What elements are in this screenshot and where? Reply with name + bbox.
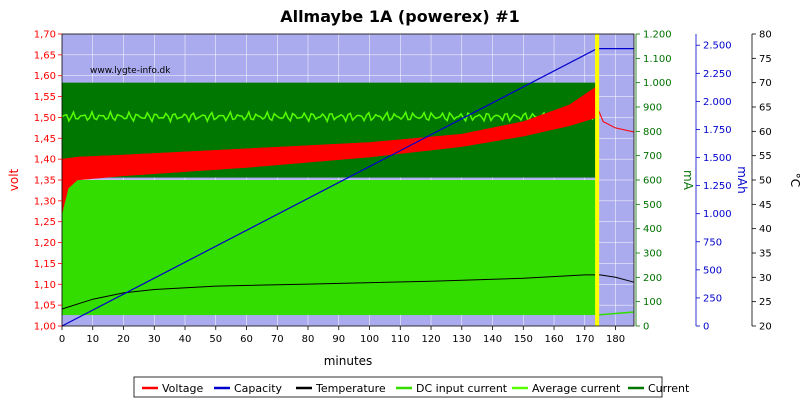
x-tick-label: 160 [544,334,563,345]
mAh-axis-label: mAh [735,166,749,194]
volt-tick-label: 1,00 [34,322,56,333]
temperature-tick-label: 25 [759,297,772,308]
x-tick-label: 90 [332,334,345,345]
x-tick-label: 80 [302,334,315,345]
mA-tick-label: 600 [643,176,662,187]
mAh-tick-label: 1.000 [703,209,732,220]
mA-tick-label: 500 [643,200,662,211]
mA-tick-label: 1.000 [643,78,672,89]
volt-tick-label: 1,40 [34,155,56,166]
temperature-tick-label: 35 [759,249,772,260]
mAh-tick-label: 1.500 [703,153,732,164]
volt-tick-label: 1,50 [34,113,56,124]
legend-label: DC input current [416,382,508,395]
mAh-tick-label: 250 [703,293,722,304]
volt-tick-label: 1,05 [34,301,56,312]
voltage-tail-line [596,106,635,133]
volt-tick-label: 1,25 [34,217,56,228]
x-tick-label: 30 [148,334,161,345]
dc-input-current-off-line [597,311,635,316]
mA-tick-label: 400 [643,224,662,235]
x-tick-label: 110 [391,334,410,345]
temperature-tick-label: 80 [759,30,772,41]
volt-tick-label: 1,30 [34,196,56,207]
legend-label: Average current [532,382,621,395]
volt-tick-label: 1,15 [34,259,56,270]
mA-tick-label: 800 [643,127,662,138]
chart-title: Allmaybe 1A (powerex) #1 [280,7,520,26]
temperature-tick-label: 45 [759,200,772,211]
temperature-tick-label: 40 [759,224,772,235]
volt-tick-label: 1,20 [34,238,56,249]
x-tick-label: 140 [483,334,502,345]
x-tick-label: 130 [452,334,471,345]
volt-tick-label: 1,55 [34,92,56,103]
x-tick-label: 70 [271,334,284,345]
x-tick-label: 170 [575,334,594,345]
mAh-tick-label: 2.000 [703,97,732,108]
x-tick-label: 150 [514,334,533,345]
legend-label: Current [648,382,690,395]
watermark: www.lygte-info.dk [90,66,171,76]
average-current-line [61,109,598,124]
mA-tick-label: 1.200 [643,30,672,41]
mA-tick-label: 700 [643,151,662,162]
volt-axis-label: volt [7,168,21,191]
legend-label: Temperature [315,382,386,395]
temperature-line [61,274,635,310]
x-axis-label: minutes [324,354,373,368]
mAh-tick-label: 2.500 [703,41,732,52]
volt-tick-label: 1,65 [34,50,56,61]
mA-tick-label: 900 [643,103,662,114]
temperature-tick-label: 75 [759,54,772,65]
temperature-tick-label: 30 [759,273,772,284]
x-tick-label: 50 [209,334,222,345]
mAh-tick-label: 0 [703,322,709,333]
x-tick-label: 100 [360,334,379,345]
mA-axis-label: mA [681,170,695,191]
mAh-tick-label: 1.250 [703,181,732,192]
volt-tick-label: 1,70 [34,30,56,41]
mA-tick-label: 300 [643,249,662,260]
x-tick-label: 120 [421,334,440,345]
volt-tick-label: 1,60 [34,71,56,82]
temperature-tick-label: 20 [759,322,772,333]
end-of-charge-marker [595,34,600,326]
temperature-axis-label: °C [788,173,800,187]
x-tick-label: 20 [117,334,130,345]
x-tick-label: 0 [59,334,65,345]
temperature-tick-label: 65 [759,103,772,114]
temperature-tick-label: 70 [759,78,772,89]
x-tick-label: 40 [179,334,192,345]
legend-label: Voltage [162,382,203,395]
temperature-tick-label: 60 [759,127,772,138]
x-tick-label: 60 [240,334,253,345]
mA-tick-label: 0 [643,322,649,333]
temperature-tick-label: 50 [759,176,772,187]
volt-tick-label: 1,10 [34,280,56,291]
mAh-tick-label: 2.250 [703,69,732,80]
x-tick-label: 10 [86,334,99,345]
temperature-tick-label: 55 [759,151,772,162]
mA-tick-label: 200 [643,273,662,284]
mAh-tick-label: 1.750 [703,125,732,136]
mAh-tick-label: 500 [703,265,722,276]
x-tick-label: 180 [606,334,625,345]
volt-tick-label: 1,35 [34,176,56,187]
mAh-tick-label: 750 [703,237,722,248]
mA-tick-label: 100 [643,297,662,308]
mA-tick-label: 1.100 [643,54,672,65]
legend-label: Capacity [234,382,283,395]
volt-tick-label: 1,45 [34,134,56,145]
dc-input-current-band [62,180,598,316]
